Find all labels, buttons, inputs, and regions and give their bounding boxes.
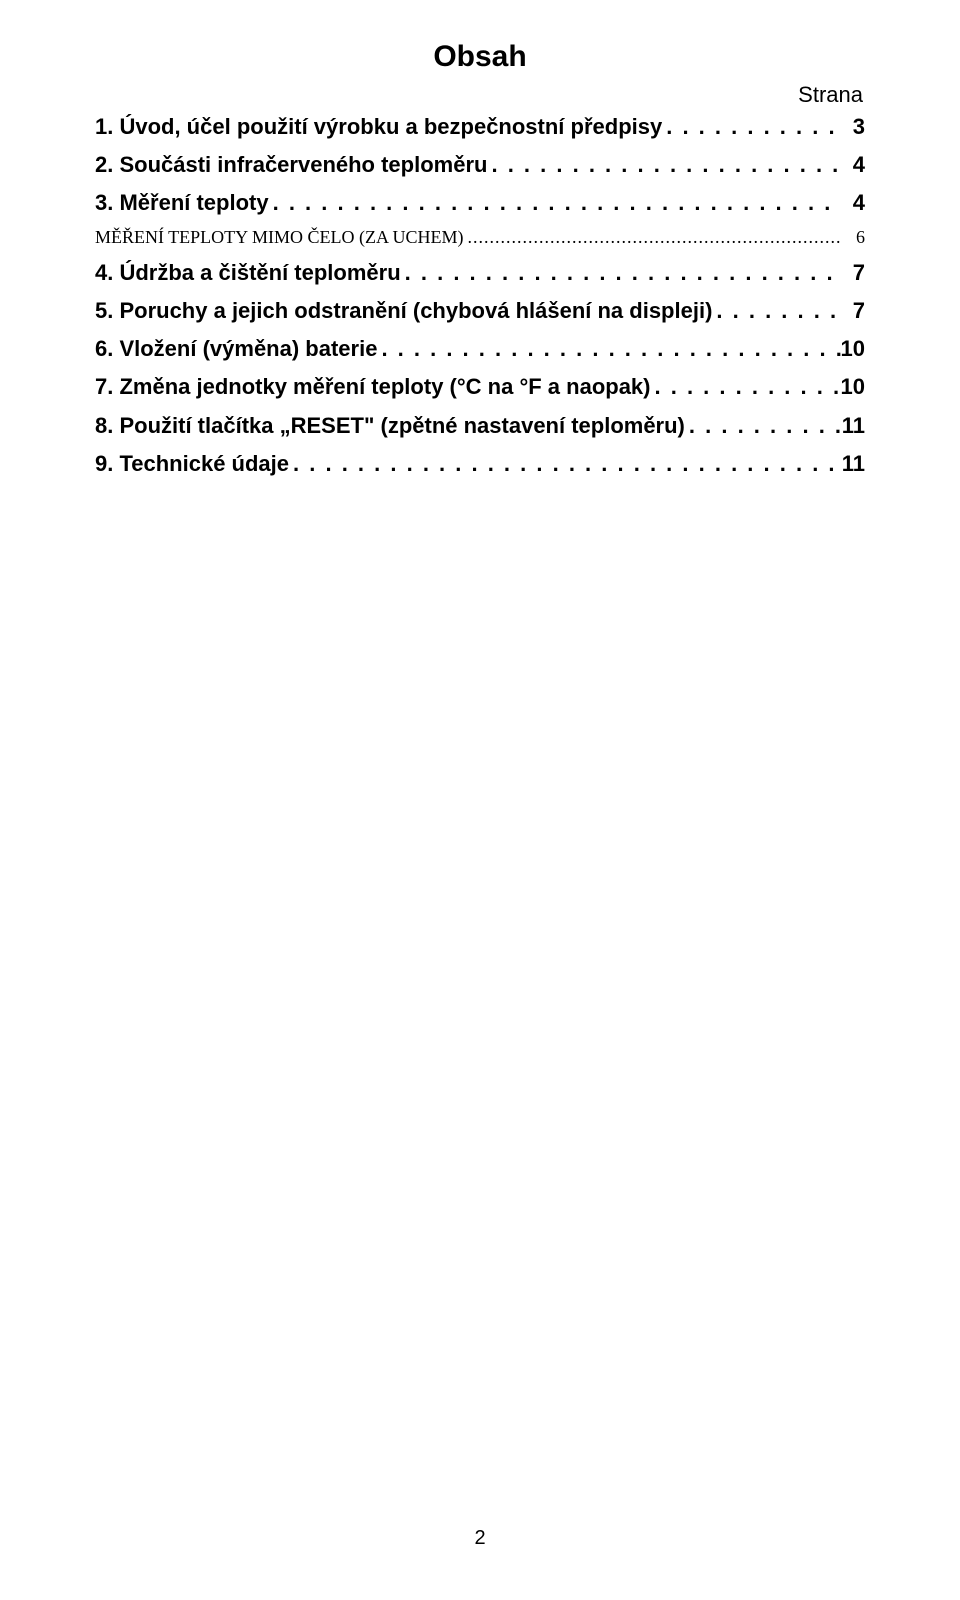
toc-entry-page: 7 <box>841 294 865 328</box>
toc-entry-label: 4. Údržba a čištění teploměru <box>95 256 401 290</box>
page-number: 2 <box>0 1527 960 1550</box>
toc-entry: 8. Použití tlačítka „RESET" (zpětné nast… <box>95 409 865 443</box>
toc-entry-label: 2. Součásti infračerveného teploměru <box>95 148 487 182</box>
toc-entry-page: 10 <box>841 332 865 366</box>
toc-entry-page: 4 <box>841 186 865 220</box>
toc-entry-label: MĚŘENÍ TEPLOTY MIMO ČELO (ZA UCHEM) <box>95 224 463 252</box>
toc-dots: ........................................… <box>463 224 841 252</box>
toc-entry: 9. Technické údaje . . . . . . . . . . .… <box>95 447 865 481</box>
toc-entry-label: 8. Použití tlačítka „RESET" (zpětné nast… <box>95 409 685 443</box>
toc-entry: 3. Měření teploty . . . . . . . . . . . … <box>95 186 865 220</box>
toc-entry: 5. Poruchy a jejich odstranění (chybová … <box>95 294 865 328</box>
toc-entry-page: 11 <box>841 447 865 481</box>
toc-entry: 1. Úvod, účel použití výrobku a bezpečno… <box>95 110 865 144</box>
toc-title: Obsah <box>95 40 865 74</box>
toc-entry-page: 3 <box>841 110 865 144</box>
toc-dots: . . . . . . . . . . . . . . . . . . . . … <box>377 332 840 366</box>
toc-dots: . . . . . . . . . . . . . . . . . . . . … <box>651 370 841 404</box>
toc-entry-label: 3. Měření teploty <box>95 186 269 220</box>
toc-entry-page: 7 <box>841 256 865 290</box>
toc-dots: . . . . . . . . . . . . . . . . . . . . … <box>662 110 841 144</box>
toc-entry-page: 11 <box>841 409 865 443</box>
toc-entry-label: 6. Vložení (výměna) baterie <box>95 332 377 366</box>
toc-entry: 7. Změna jednotky měření teploty (°C na … <box>95 370 865 404</box>
toc-dots: . . . . . . . . . . . . . . . . . . . . … <box>269 186 841 220</box>
toc-entry-label: 7. Změna jednotky měření teploty (°C na … <box>95 370 651 404</box>
toc-dots: . . . . . . . . . . . . . . . . . . . . … <box>685 409 841 443</box>
toc-entry-page: 4 <box>841 148 865 182</box>
toc-dots: . . . . . . . . . . . . . . . . . . . . … <box>487 148 841 182</box>
toc-entry: 6. Vložení (výměna) baterie . . . . . . … <box>95 332 865 366</box>
toc-entry-label: 5. Poruchy a jejich odstranění (chybová … <box>95 294 712 328</box>
toc-entry-page: 6 <box>841 224 865 252</box>
toc-dots: . . . . . . . . . . . . . . . . . . . . … <box>712 294 841 328</box>
toc-entry-page: 10 <box>841 370 865 404</box>
toc-dots: . . . . . . . . . . . . . . . . . . . . … <box>401 256 841 290</box>
toc-entry: 4. Údržba a čištění teploměru . . . . . … <box>95 256 865 290</box>
toc-entry-label: 1. Úvod, účel použití výrobku a bezpečno… <box>95 110 662 144</box>
page-column-header: Strana <box>95 82 865 108</box>
toc-entry-label: 9. Technické údaje <box>95 447 289 481</box>
toc-entry: 2. Součásti infračerveného teploměru . .… <box>95 148 865 182</box>
toc-dots: . . . . . . . . . . . . . . . . . . . . … <box>289 447 841 481</box>
document-page: Obsah Strana 1. Úvod, účel použití výrob… <box>0 0 960 1600</box>
toc-subentry: MĚŘENÍ TEPLOTY MIMO ČELO (ZA UCHEM) ....… <box>95 224 865 252</box>
